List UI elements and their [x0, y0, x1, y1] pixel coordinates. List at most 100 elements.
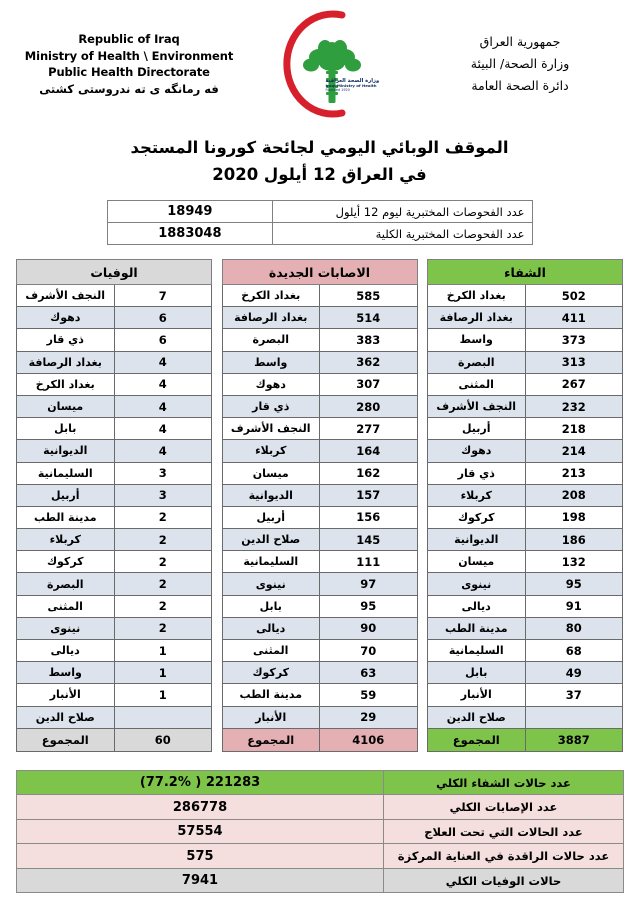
governorate-value: 132 — [524, 550, 623, 574]
governorate-name: البصرة — [16, 572, 115, 596]
header-ar-line-3: دائرة الصحة العامة — [471, 78, 569, 93]
governorate-name: ديالى — [427, 594, 526, 618]
summary-row: عدد الإصابات الكلي 286778 — [16, 794, 624, 820]
governorate-name: المثنى — [427, 372, 526, 396]
governorate-name: بغداد الرصافة — [427, 306, 526, 330]
summary-label: عدد حالات الشفاء الكلي — [383, 769, 624, 796]
governorate-name: صلاح الدين — [16, 705, 115, 729]
governorate-value: 145 — [319, 528, 418, 552]
summary-label: حالات الوفيات الكلي — [383, 867, 624, 894]
governorate-value: 267 — [524, 372, 623, 396]
table-row: 267 المثنى — [427, 372, 623, 396]
table-row: 280 ذي قار — [221, 394, 418, 419]
total-value: 4106 — [319, 727, 418, 752]
summary-value: 286778 — [16, 794, 384, 820]
table-row: 164 كربلاء — [221, 439, 418, 463]
summary-label: عدد حالات الراقدة في العناية المركزة — [383, 843, 624, 869]
table-row: 111 السليمانية — [221, 550, 418, 574]
table-row: 3 أربيل — [16, 483, 212, 507]
logo-caption: وزارة الصحة العراقية Iraqi Ministry of H… — [325, 78, 388, 92]
governorate-name: النجف الأشرف — [221, 417, 320, 441]
table-row: صلاح الدين — [16, 705, 212, 729]
table-row: 213 ذي قار — [427, 461, 623, 485]
lab-tests-table: عدد الفحوصات المختبرية ليوم 12 أيلول 189… — [106, 200, 533, 245]
governorate-value: 157 — [319, 483, 418, 507]
governorate-name: واسط — [16, 661, 115, 685]
header-english-block: Republic of Iraq Ministry of Health \ En… — [14, 31, 244, 97]
governorate-value: 411 — [524, 306, 623, 330]
governorate-value: 208 — [524, 483, 623, 507]
table-row: 218 أربيل — [427, 417, 623, 441]
table-row: 2 كربلاء — [16, 528, 212, 552]
table-row: 4 بغداد الكرخ — [16, 372, 212, 396]
governorate-name: البصرة — [427, 350, 526, 374]
recoveries-table-body: 502 بغداد الكرخ 411 بغداد الرصافة 373 واسط 313… — [427, 283, 623, 752]
governorate-name: نينوى — [221, 572, 320, 596]
total-value: 3887 — [524, 727, 623, 752]
title-line-2: في العراق 12 أيلول 2020 — [212, 165, 427, 184]
table-row: 2 مدينة الطب — [16, 505, 212, 530]
table-header-row: الشفاء — [427, 259, 623, 285]
governorate-name: بابل — [427, 661, 526, 685]
table-header-row: الاصابات الجديدة — [221, 259, 418, 285]
governorate-name: دهوك — [427, 439, 526, 463]
governorate-value: 2 — [113, 616, 212, 641]
table-row: 145 صلاح الدين — [221, 528, 418, 552]
table-row: 232 النجف الأشرف — [427, 394, 623, 419]
table-row: 7 النجف الأشرف — [16, 283, 212, 308]
deaths-table-body: 7 النجف الأشرف 6 دهوك 6 ذي قار 4 بغداد الرصافة 4… — [16, 283, 212, 752]
table-row: 373 واسط — [427, 328, 623, 352]
logo-founded-text: Founded 1920 — [325, 87, 350, 92]
governorate-name: الأنبار — [16, 683, 115, 707]
table-row: 90 ديالى — [221, 616, 418, 641]
recoveries-table-head: الشفاء — [427, 259, 623, 285]
governorate-name: بغداد الكرخ — [221, 283, 320, 308]
governorate-name: أربيل — [427, 417, 526, 441]
tests-total-value: 1883048 — [106, 222, 274, 245]
governorate-value: 111 — [319, 550, 418, 574]
table-row: عدد الفحوصات المختبرية ليوم 12 أيلول 189… — [106, 200, 533, 223]
table-row: 313 البصرة — [427, 350, 623, 374]
governorate-name: بابل — [221, 594, 320, 618]
governorate-value: 59 — [319, 683, 418, 707]
governorate-value: 277 — [319, 417, 418, 441]
summary-row: حالات الوفيات الكلي 7941 — [16, 867, 624, 894]
governorate-name: الأنبار — [221, 705, 320, 729]
governorate-name: الديوانية — [221, 483, 320, 507]
governorate-name: بغداد الكرخ — [427, 283, 526, 308]
table-row: 162 ميسان — [221, 461, 418, 485]
governorate-name: المثنى — [221, 638, 320, 663]
governorate-name: الديوانية — [16, 439, 115, 463]
table-row: 4 بغداد الرصافة — [16, 350, 212, 374]
table-row: 70 المثنى — [221, 638, 418, 663]
governorate-name: المثنى — [16, 594, 115, 618]
table-row: 91 ديالى — [427, 594, 623, 618]
governorate-value: 63 — [319, 661, 418, 685]
tests-total-label: عدد الفحوصات المختبرية الكلية — [272, 222, 533, 245]
tests-table-wrapper: عدد الفحوصات المختبرية ليوم 12 أيلول 189… — [0, 200, 639, 245]
governorate-value: 49 — [524, 661, 623, 685]
governorate-name: ميسان — [16, 394, 115, 419]
governorate-value: 90 — [319, 616, 418, 641]
table-total-row: 4106 المجموع — [221, 727, 418, 752]
table-row: 2 كركوك — [16, 550, 212, 574]
table-row: 6 ذي قار — [16, 328, 212, 352]
governorate-name: ذي قار — [427, 461, 526, 485]
governorate-name: مدينة الطب — [427, 616, 526, 641]
national-summary-body: عدد حالات الشفاء الكلي 221283 ( 77.2%) عدد… — [16, 769, 624, 894]
governorate-name: واسط — [221, 350, 320, 374]
logo-arabic-text: وزارة الصحة العراقية — [325, 78, 380, 84]
table-row: 585 بغداد الكرخ — [221, 283, 418, 308]
governorate-name: مدينة الطب — [16, 505, 115, 530]
governorate-value: 156 — [319, 505, 418, 530]
governorate-value: 164 — [319, 439, 418, 463]
total-value: 60 — [113, 727, 212, 752]
table-row: 1 الأنبار — [16, 683, 212, 707]
total-label: المجموع — [221, 727, 320, 752]
governorate-value: 1 — [113, 638, 212, 663]
governorate-name: صلاح الدين — [427, 705, 526, 729]
header-en-line-1: Republic of Iraq — [78, 32, 180, 46]
governorate-name: السليمانية — [221, 550, 320, 574]
governorate-name: السليمانية — [427, 638, 526, 663]
lab-tests-body: عدد الفحوصات المختبرية ليوم 12 أيلول 189… — [106, 200, 533, 245]
